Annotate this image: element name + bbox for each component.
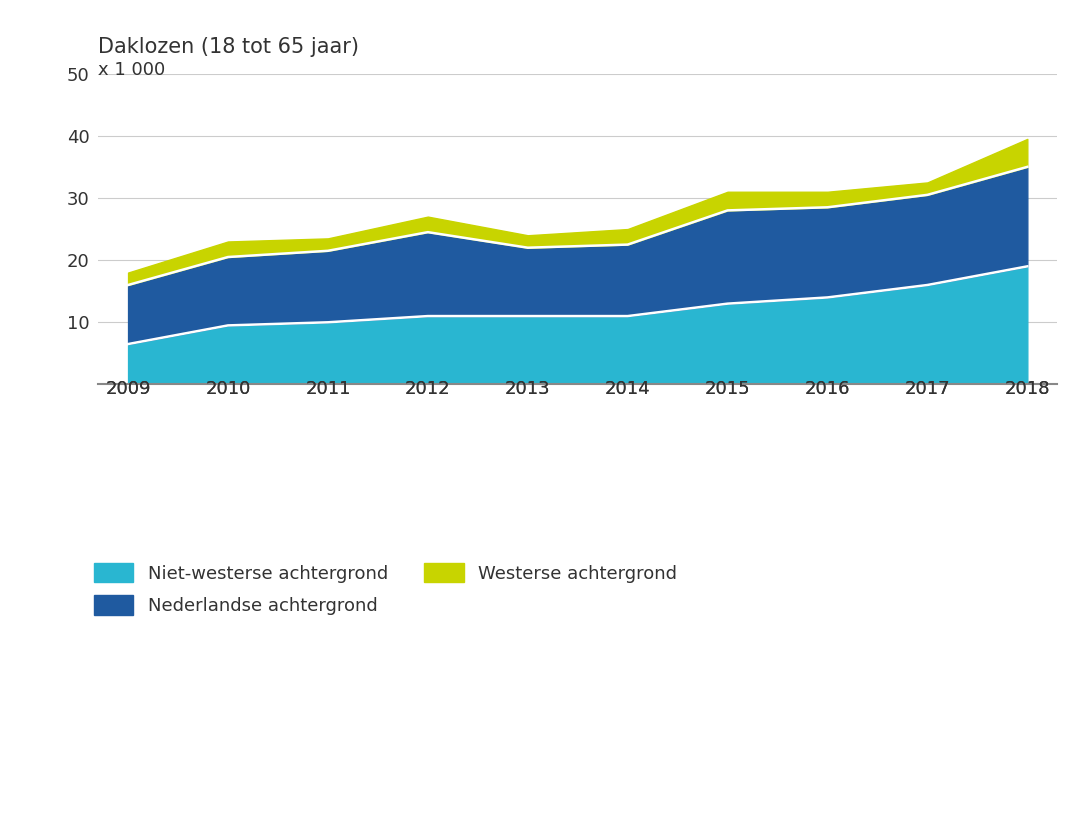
Text: 2016: 2016	[804, 380, 850, 398]
Text: 2015: 2015	[705, 380, 750, 398]
Text: 2016: 2016	[804, 380, 850, 398]
Text: 2013: 2013	[505, 380, 550, 398]
Text: 2014: 2014	[605, 380, 651, 398]
Text: x 1 000: x 1 000	[98, 61, 166, 79]
Text: 2017: 2017	[905, 380, 950, 398]
Text: 2015: 2015	[705, 380, 750, 398]
Text: 2011: 2011	[305, 380, 351, 398]
Text: 2010: 2010	[205, 380, 251, 398]
Text: 2012: 2012	[405, 380, 450, 398]
Text: 2018: 2018	[1005, 380, 1050, 398]
Text: 2010: 2010	[205, 380, 251, 398]
Text: 2018: 2018	[1005, 380, 1050, 398]
Text: 2013: 2013	[505, 380, 550, 398]
Text: 2012: 2012	[405, 380, 450, 398]
Text: 2011: 2011	[305, 380, 351, 398]
Text: 2014: 2014	[605, 380, 651, 398]
Legend: Niet-westerse achtergrond, Nederlandse achtergrond, Westerse achtergrond: Niet-westerse achtergrond, Nederlandse a…	[94, 563, 677, 615]
Text: Daklozen (18 tot 65 jaar): Daklozen (18 tot 65 jaar)	[98, 37, 359, 56]
Text: 2009: 2009	[106, 380, 150, 398]
Text: 2017: 2017	[905, 380, 950, 398]
Text: 2009: 2009	[106, 380, 150, 398]
